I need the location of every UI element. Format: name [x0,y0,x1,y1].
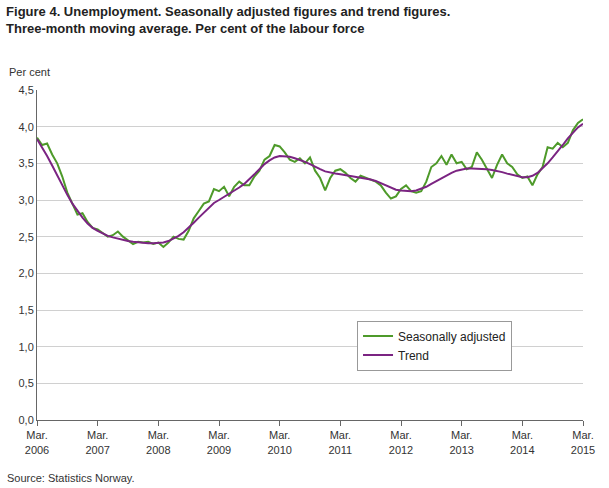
svg-text:3,0: 3,0 [19,194,34,206]
svg-text:2,5: 2,5 [19,231,34,243]
svg-text:Mar.2009: Mar.2009 [207,429,231,455]
svg-text:0,5: 0,5 [19,377,34,389]
svg-text:1,5: 1,5 [19,304,34,316]
svg-text:Per cent: Per cent [9,66,50,78]
svg-text:Seasonally adjusted: Seasonally adjusted [398,330,505,344]
svg-text:Mar.2013: Mar.2013 [449,429,473,455]
svg-text:Mar.2008: Mar.2008 [146,429,170,455]
svg-text:Mar.2010: Mar.2010 [267,429,291,455]
svg-text:1,0: 1,0 [19,341,34,353]
svg-text:2,0: 2,0 [19,267,34,279]
svg-text:Source: Statistics Norway.: Source: Statistics Norway. [7,472,135,484]
svg-text:Mar.2006: Mar.2006 [25,429,49,455]
svg-text:Mar.2014: Mar.2014 [510,429,534,455]
svg-text:Figure 4. Unemployment. Season: Figure 4. Unemployment. Seasonally adjus… [6,4,450,36]
svg-text:Mar.2012: Mar.2012 [389,429,413,455]
svg-text:4,0: 4,0 [19,121,34,133]
svg-text:Mar.2015: Mar.2015 [571,429,595,455]
svg-text:0,0: 0,0 [19,414,34,426]
svg-text:4,5: 4,5 [19,84,34,96]
svg-text:Mar.2011: Mar.2011 [329,429,353,455]
svg-text:3,5: 3,5 [19,157,34,169]
svg-text:Mar.2007: Mar.2007 [85,429,109,455]
svg-text:Trend: Trend [398,349,429,363]
